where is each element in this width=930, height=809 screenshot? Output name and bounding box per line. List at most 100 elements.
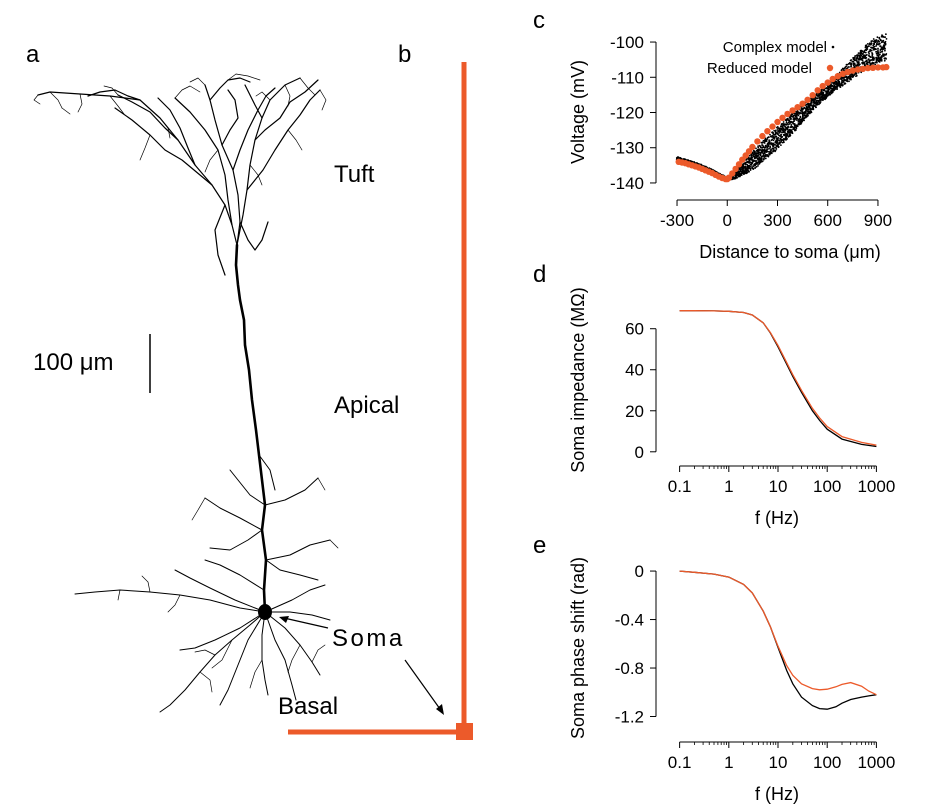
x-tick-label: 300 [763,211,791,230]
complex-point [781,131,783,134]
complex-point [871,53,874,56]
reduced-point [864,64,872,72]
complex-point [812,98,815,100]
complex-point [768,147,770,150]
x-tick-label: 900 [864,211,892,230]
panel-label-c: c [533,7,545,34]
complex-point [790,118,792,120]
y-tick-label: -1.2 [615,708,644,727]
complex-point [852,75,855,78]
complex-point [855,72,858,75]
complex-point [787,131,790,134]
complex-point [839,86,842,88]
neuron-morphology [33,73,339,713]
complex-point [845,65,847,68]
complex-point [863,61,865,63]
complex-point [850,65,852,68]
x-tick-label: 100 [813,753,841,772]
complex-point [763,157,765,160]
reduced-point [759,132,766,140]
complex-point [841,68,843,71]
complex-point [767,155,770,158]
complex-point [772,144,775,146]
complex-point [870,47,873,49]
complex-point [748,166,751,169]
complex-point [763,158,765,161]
complex-point [871,40,874,42]
complex-point [791,131,794,133]
complex-point [870,62,873,65]
complex-point [778,127,780,130]
complex-point [875,45,877,47]
basal-fine-dendrites [117,477,339,693]
complex-point [787,129,789,131]
chart-c-voltage: -100 -110 -120 -130 -140 -300 0 300 600 900 Distan… [568,33,892,262]
complex-point [793,120,795,123]
complex-point [775,129,777,132]
complex-point [879,53,881,56]
reduced-point [754,138,761,145]
reduced-point [774,118,781,126]
complex-point [864,46,867,49]
legend: Complex model Reduced model [707,39,835,77]
complex-point [788,135,791,138]
reduced-point [834,73,841,80]
panel-label-d: d [533,261,546,288]
x-tick-label: 0 [723,211,732,230]
complex-point [748,170,750,173]
complex-point [752,165,754,168]
complex-point [873,42,875,44]
complex-point [885,53,887,56]
complex-point [787,126,790,128]
complex-point [787,121,790,124]
complex-point [767,136,770,139]
complex-point [790,124,793,126]
complex-point [860,54,863,57]
complex-point [764,137,767,140]
complex-point [765,140,768,142]
complex-point [874,63,877,66]
x-tick-label: 1 [724,753,733,772]
complex-point [859,56,862,59]
reduced-point [784,110,791,118]
y-tick-label: -120 [610,104,644,123]
complex-point [755,147,757,150]
complex-point [863,51,866,54]
complex-point [786,138,788,140]
complex-point [779,130,782,133]
complex-point [864,44,867,47]
complex-point [782,121,785,123]
x-tick-label: -300 [660,211,694,230]
soma-body [258,604,272,620]
complex-point [877,49,879,51]
complex-point [778,140,781,142]
complex-point [758,153,760,156]
complex-point [826,93,828,96]
complex-point [876,61,878,64]
complex-point [793,123,796,125]
complex-point [844,82,847,85]
y-tick-label: 60 [625,320,644,339]
complex-point [798,123,801,126]
complex-point [857,52,860,54]
complex-point [774,149,777,152]
complex-point [830,83,833,85]
x-axis-label: Distance to soma (μm) [699,242,880,262]
reduced-model-schematic [288,62,473,740]
complex-point [739,168,742,171]
complex-point [885,38,888,40]
complex-point [861,50,864,53]
complex-point [826,90,828,92]
label-tuft: Tuft [334,161,375,188]
complex-point [777,137,780,139]
complex-point [775,145,778,148]
complex-point [884,49,886,52]
complex-point [747,168,749,171]
y-axis-label: Soma phase shift (rad) [568,557,588,739]
complex-point [868,60,871,63]
complex-point [877,47,879,50]
complex-point [822,92,825,94]
complex-point [749,167,752,170]
complex-point [742,172,745,175]
complex-point [808,110,810,113]
